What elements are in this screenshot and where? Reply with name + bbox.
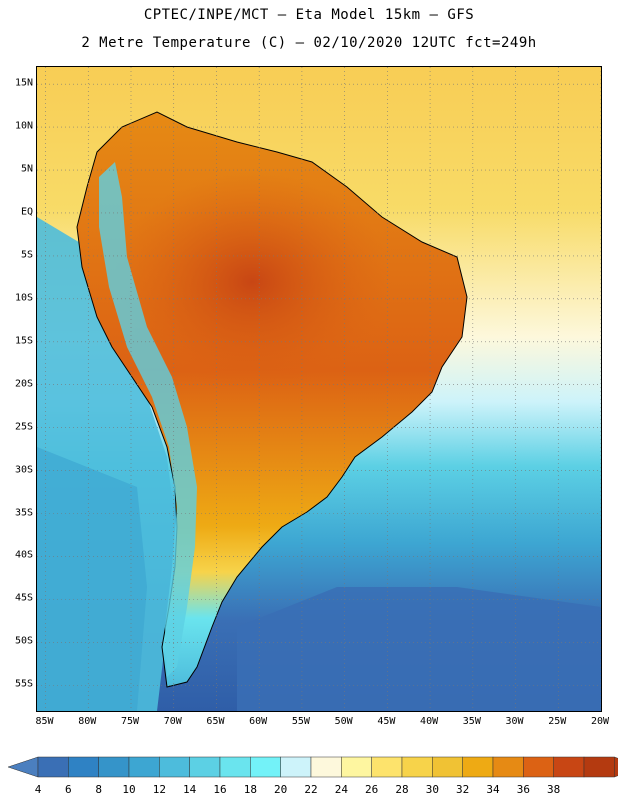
- lat-label: 35S: [14, 507, 33, 518]
- colorbar-tick-label: 26: [365, 783, 379, 796]
- colorbar-tick-label: 14: [183, 783, 197, 796]
- colorbar-segment: [341, 756, 372, 778]
- title-line-1: CPTEC/INPE/MCT – Eta Model 15km – GFS: [143, 7, 475, 23]
- lon-label: 70W: [163, 716, 182, 727]
- colorbar-tick-label: 6: [65, 783, 72, 796]
- lon-label: 65W: [206, 716, 225, 727]
- colorbar-tick-label: 32: [456, 783, 470, 796]
- colorbar-segment: [189, 756, 221, 778]
- colorbar-segment: [492, 756, 524, 778]
- lat-label: 55S: [14, 678, 33, 690]
- colorbar-segment: [401, 756, 433, 778]
- lat-label: 25S: [14, 421, 33, 433]
- south-atlantic-cold: [237, 587, 601, 711]
- colorbar-segment: [128, 756, 160, 778]
- lat-label: 15N: [14, 77, 33, 89]
- colorbar-segment: [219, 756, 251, 778]
- lat-label: 5N: [20, 163, 33, 175]
- lon-label: 45W: [377, 716, 396, 727]
- colorbar-tick-label: 30: [425, 783, 439, 796]
- colorbar-over-arrow: [614, 756, 618, 778]
- colorbar-segment: [250, 756, 281, 778]
- andes-cool-strip: [99, 162, 197, 677]
- lon-label: 80W: [78, 716, 97, 727]
- colorbar-tick-label: 20: [274, 783, 288, 796]
- lat-label: 15S: [14, 335, 33, 347]
- lat-label: 10N: [14, 120, 33, 132]
- lon-label: 85W: [35, 716, 54, 727]
- lat-label: 30S: [14, 464, 33, 476]
- colorbar-tick-label: 22: [304, 783, 318, 796]
- colorbar-segment: [523, 756, 554, 778]
- colorbar-tick-label: 24: [334, 783, 348, 796]
- pacific-mid-water: [37, 447, 147, 711]
- colorbar-segment: [553, 756, 585, 778]
- lat-label: 20S: [14, 378, 33, 390]
- lon-label: 40W: [420, 716, 439, 727]
- colorbar-segment: [98, 756, 130, 778]
- colorbar-tick-label: 10: [122, 783, 136, 796]
- title-line-2: 2 Metre Temperature (C) – 02/10/2020 12U…: [81, 35, 537, 51]
- lat-label: 50S: [14, 635, 33, 647]
- colorbar-segment: [310, 756, 342, 778]
- colorbar-tick-label: 16: [213, 783, 227, 796]
- lon-label: 35W: [462, 716, 481, 727]
- lat-label: 5S: [20, 249, 33, 261]
- lon-label: 20W: [590, 716, 610, 727]
- colorbar-segment: [68, 756, 99, 778]
- colorbar-tick-label: 28: [395, 783, 409, 796]
- colorbar-segment: [159, 756, 190, 778]
- lat-label: 40S: [14, 549, 33, 561]
- colorbar-tick-label: 36: [516, 783, 530, 796]
- lon-label: 25W: [548, 716, 567, 727]
- colorbar-segment: [432, 756, 463, 778]
- lat-label: 45S: [14, 592, 33, 604]
- colorbar-tick-label: 34: [486, 783, 500, 796]
- colorbar-tick-label: 18: [243, 783, 257, 796]
- lat-lon-grid: [37, 67, 601, 711]
- colorbar-segment: [583, 756, 615, 778]
- colorbar-tick-label: 12: [152, 783, 166, 796]
- colorbar-segment: [371, 756, 403, 778]
- lon-label: 55W: [291, 716, 310, 727]
- colorbar-segment: [280, 756, 312, 778]
- colorbar-segment: [462, 756, 494, 778]
- colorbar-under-arrow: [7, 756, 39, 778]
- lon-label: 75W: [120, 716, 140, 727]
- map-panel[interactable]: [36, 66, 602, 712]
- colorbar: [7, 756, 618, 778]
- colorbar-segment: [37, 756, 69, 778]
- lon-label: 30W: [505, 716, 524, 727]
- colorbar-tick-label: 38: [547, 783, 561, 796]
- temperature-map: [37, 67, 601, 711]
- lat-label: EQ: [20, 206, 33, 218]
- lon-label: 50W: [334, 716, 353, 727]
- colorbar-tick-label: 4: [34, 783, 42, 796]
- colorbar-tick-label: 8: [95, 783, 102, 796]
- lon-label: 60W: [249, 716, 268, 727]
- amazon-hot-core: [112, 172, 392, 392]
- lat-label: 10S: [14, 292, 33, 304]
